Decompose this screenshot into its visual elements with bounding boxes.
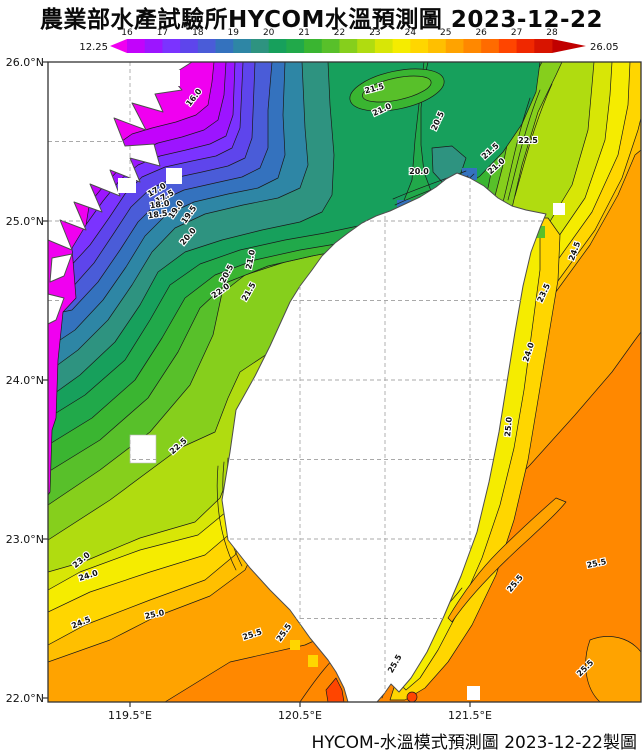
map-frame xyxy=(47,61,642,703)
svg-text:120.5°E: 120.5°E xyxy=(278,709,322,722)
svg-text:25.0: 25.0 xyxy=(503,416,514,437)
footer-caption: HYCOM-水溫模式預測圖 2023-12-22製圖 xyxy=(311,733,638,753)
svg-text:20.0: 20.0 xyxy=(409,167,429,176)
latitude-labels: 26.0°N 25.0°N 24.0°N 23.0°N 22.0°N xyxy=(6,56,44,705)
svg-text:121.5°E: 121.5°E xyxy=(448,709,492,722)
longitude-labels: 119.5°E 120.5°E 121.5°E xyxy=(108,709,492,722)
svg-text:28: 28 xyxy=(546,28,558,38)
svg-text:119.5°E: 119.5°E xyxy=(108,709,152,722)
svg-text:17: 17 xyxy=(157,28,168,38)
data-gap-cells xyxy=(118,70,565,700)
svg-text:21: 21 xyxy=(298,28,309,38)
svg-text:26: 26 xyxy=(475,28,487,38)
svg-text:25: 25 xyxy=(440,28,451,38)
svg-text:24: 24 xyxy=(405,28,417,38)
svg-text:19: 19 xyxy=(228,28,240,38)
svg-text:22.5: 22.5 xyxy=(518,136,538,145)
svg-text:25.0°N: 25.0°N xyxy=(6,215,44,228)
colorbar-tick-labels: 16 17 18 19 20 21 22 23 24 25 26 27 28 xyxy=(121,28,558,38)
svg-text:18.0: 18.0 xyxy=(149,199,170,211)
svg-text:23.0°N: 23.0°N xyxy=(6,533,44,546)
svg-text:16: 16 xyxy=(121,28,133,38)
svg-text:27: 27 xyxy=(511,28,522,38)
axis-ticks xyxy=(43,61,471,707)
colorbar-right-arrow xyxy=(552,39,586,53)
svg-text:22: 22 xyxy=(334,28,345,38)
land-taiwan xyxy=(221,172,547,703)
land-china xyxy=(47,61,193,325)
svg-text:24.0°N: 24.0°N xyxy=(6,374,44,387)
colorbar-max-label: 26.05 xyxy=(590,42,619,53)
page-title: 農業部水產試驗所HYCOM水溫預測圖 2023-12-22 xyxy=(39,7,604,33)
svg-text:23: 23 xyxy=(369,28,380,38)
svg-text:18: 18 xyxy=(192,28,204,38)
colorbar: 12.25 26.05 16 17 18 19 20 21 22 23 24 25 26 27 28 xyxy=(79,28,619,53)
svg-text:18.5: 18.5 xyxy=(147,209,168,221)
island-penghu xyxy=(129,434,157,464)
colorbar-left-arrow xyxy=(110,39,127,53)
colorbar-min-label: 12.25 xyxy=(79,42,108,53)
svg-text:20: 20 xyxy=(263,28,275,38)
colorbar-segments xyxy=(127,39,553,53)
svg-text:22.0°N: 22.0°N xyxy=(6,692,44,705)
svg-text:26.0°N: 26.0°N xyxy=(6,56,44,69)
